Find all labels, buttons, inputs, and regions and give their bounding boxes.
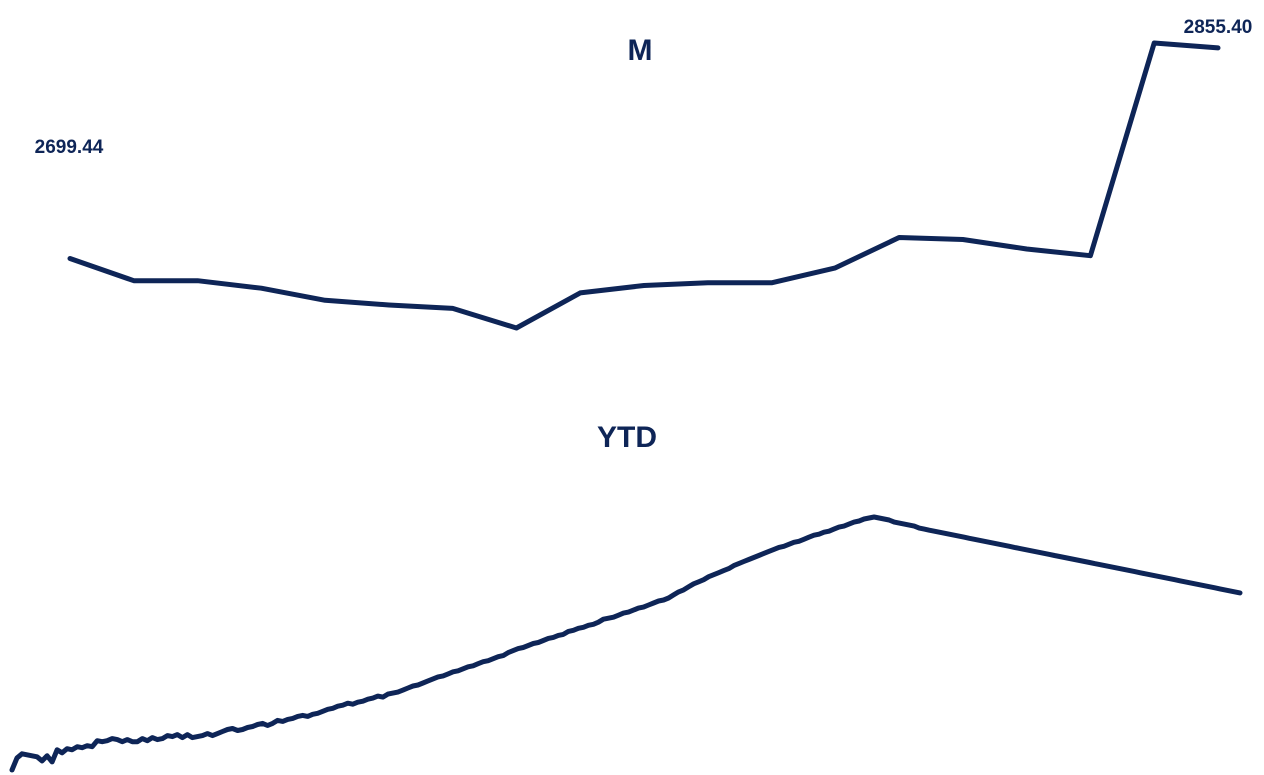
ytd-chart-title: YTD <box>597 421 657 454</box>
ytd-chart: YTD <box>9 421 1243 773</box>
monthly-chart-title: M <box>628 34 653 67</box>
monthly-start-value-label: 2699.44 <box>35 137 104 158</box>
ytd-series-line <box>9 514 1243 773</box>
monthly-chart: M 2699.44 2855.40 <box>35 17 1253 331</box>
monthly-end-value-label: 2855.40 <box>1184 17 1253 38</box>
monthly-series-line <box>67 40 1221 331</box>
